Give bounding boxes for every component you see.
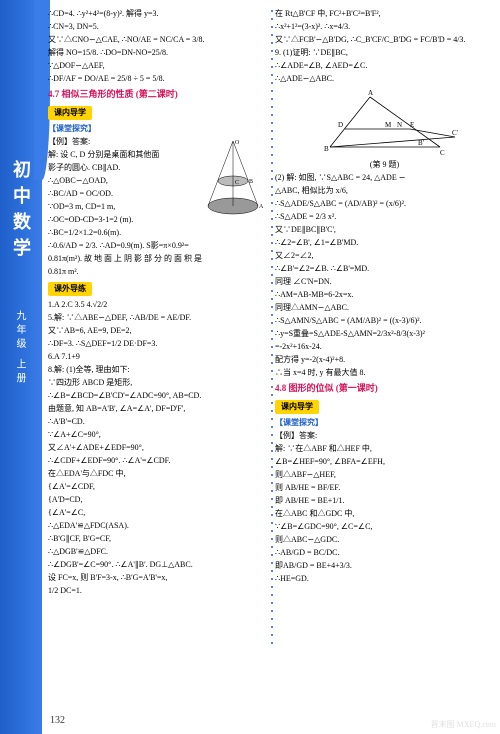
svg-text:M: M [385, 121, 392, 129]
text-line: 又∵DE∥BC∥B'C', [275, 224, 494, 236]
sidebar: 初中数学 九年级 上册 [0, 0, 42, 734]
text-line: 6.A 7.1+9 [48, 351, 267, 363]
text-line: 5.解: ∵△ABE∽△DEF, ∴AB/DE = AE/DF. [48, 312, 267, 324]
text-line: =-2x²+16x-24. [275, 341, 494, 353]
text-line: 又∵△FCB'∽△B'DG, ∴C_B'CF/C_B'DG = FC/B'D =… [275, 34, 494, 46]
text-line: (2) 解: 如图, ∵S△ABC = 24, △ADE ∽ [275, 172, 494, 184]
watermark: 晋末图 MXEQ.com [431, 719, 496, 730]
text-line: ∠B=∠HEF=90°, ∠BFA=∠EFH, [275, 456, 494, 468]
text-line: ∴BC=1/2×1.2=0.6(m). [48, 227, 267, 239]
text-line: ∴S△AMN/S△ABC = (AM/AB)² = ((x-3)/6)². [275, 315, 494, 327]
page-number: 132 [50, 715, 65, 726]
text-line: 又∵AB=6, AE=9, DE=2, [48, 325, 267, 337]
svg-text:C: C [440, 149, 445, 157]
svg-text:C: C [235, 180, 239, 186]
text-line: 同理 ∠C'N=DN. [275, 276, 494, 288]
sidebar-subtitle: 九年级 上册 [12, 310, 27, 387]
text-line: 由题意, 知 AB=A'B', ∠A=∠A', DF=D'F', [48, 403, 267, 415]
text-line: ∴∠2=∠B', ∠1=∠B'MD. [275, 237, 494, 249]
subsection: 【课堂探究】 [275, 417, 494, 429]
text-line: ∴AB/GD = BC/DC. [275, 547, 494, 559]
text-line: ∵∠A+∠C=90°, [48, 429, 267, 441]
text-line: 又∵△CNO∽△CAE, ∴NO/AE = NC/CA = 3/8. [48, 34, 267, 46]
text-line: 解得 NO=15/8. ∴DO=DN-NO=25/8. [48, 47, 267, 59]
text-line: 在△EDA'与△FDC 中, [48, 468, 267, 480]
text-line: 配方得 y=-2(x-4)²+8. [275, 354, 494, 366]
lesson-tag: 课内导学 [275, 400, 319, 414]
text-line: ∴A'B'=CD. [48, 416, 267, 428]
text-line: ∴DF=3. ∴S△DEF=1/2 DE·DF=3. [48, 338, 267, 350]
svg-text:C': C' [452, 129, 458, 137]
svg-text:D: D [338, 121, 343, 129]
practice-tag: 课外导练 [48, 282, 92, 296]
svg-text:E: E [410, 121, 414, 129]
text-line: ∴△EDA'≌△FDC(ASA). [48, 520, 267, 532]
text-line: ∵四边形 ABCD 是矩形, [48, 377, 267, 389]
text-line: ∴CD=4. ∴y²+4²=(8-y)². 解得 y=3. [48, 8, 267, 20]
column-divider: for(let i=0;i<80;i++)document.write('<di… [271, 10, 273, 694]
text-line: ∴∠B=∠BCD=∠B'CD'=∠ADC=90°, AB=CD. [48, 390, 267, 402]
text-line: 1.A 2.C 3.5 4.√2/2 [48, 299, 267, 311]
lesson-tag: 课内导学 [48, 106, 92, 120]
section-title: 4.8 图形的位似 (第一课时) [275, 382, 494, 396]
text-line: 1/2 DC=1. [48, 585, 267, 597]
right-column: 在 Rt△B'CF 中, FC²+B'C²=B'F², ∴x²+1²=(3-x)… [275, 8, 494, 726]
text-line: 在△ABC 和△GDC 中, [275, 508, 494, 520]
text-line: {∠A'=∠C, [48, 507, 267, 519]
text-line: 即AB/GD = BE+4+3/3. [275, 560, 494, 572]
cone-diagram: O B C A [203, 136, 263, 216]
text-line: 0.81π m². [48, 266, 267, 278]
text-line: 又∠2=∠2, [275, 250, 494, 262]
subsection: 【课堂探究】 [48, 123, 267, 135]
text-line: 同理△AMN∽△ABC. [275, 302, 494, 314]
text-line: ∴x²+1²=(3-x)². ∴x=4/3. [275, 21, 494, 33]
text-line: ∴△DGB'≌△DFC. [48, 546, 267, 558]
text-line: ∴HE=GD. [275, 573, 494, 585]
text-line: 则 AB/HE = BF/EF. [275, 482, 494, 494]
text-line: ∴B'G∥CF, B'G=CF, [48, 533, 267, 545]
text-line: ∴∠ADE=∠B, ∠AED=∠C. [275, 60, 494, 72]
text-line: ∴y=S重叠=S△ADE-S△AMN=2/3x²-8/3(x-3)² [275, 328, 494, 340]
text-line: 设 FC=x, 则 B'F=3-x, ∴B'G=A'B'=x, [48, 572, 267, 584]
svg-text:A: A [368, 89, 373, 97]
content-area: for(let i=0;i<80;i++)document.write('<di… [42, 0, 500, 734]
text-line: 9. (1)证明: ∵DE∥BC, [275, 47, 494, 59]
text-line: ∴△ADE∽△ABC. [275, 73, 494, 85]
svg-text:N: N [397, 121, 402, 129]
svg-text:O: O [235, 140, 240, 146]
text-line: ∴∠B'=∠2=∠B. ∴∠B'=MD. [275, 263, 494, 275]
text-line: ∵∠B=∠GDC=90°, ∠C=∠C, [275, 521, 494, 533]
text-line: 解: ∵在△ABF 和△HEF 中, [275, 443, 494, 455]
section-title: 4.7 相似三角形的性质 (第二课时) [48, 88, 267, 102]
text-line: 又∠A'+∠ADE+∠EDF=90°, [48, 442, 267, 454]
text-line: ∴0.6/AD = 2/3. ∴AD=0.9(m). S影=π×0.9²= [48, 240, 267, 252]
text-line: 8.解: (1)全等, 理由如下: [48, 364, 267, 376]
svg-text:B: B [249, 179, 253, 185]
svg-text:B: B [324, 145, 329, 153]
text-line: ∴∠DGB'=∠C=90°. ∴∠A'∥B'. DG⊥△ABC. [48, 559, 267, 571]
text-line: △ABC, 相似比为 x/6, [275, 185, 494, 197]
triangle-diagram: A B D M N E C C' B' [310, 87, 460, 157]
text-line: 即 AB/HE = BE+1/1. [275, 495, 494, 507]
text-line: 则△ABF∽△HEF, [275, 469, 494, 481]
text-line: 在 Rt△B'CF 中, FC²+B'C²=B'F², [275, 8, 494, 20]
text-line: ∵△DOF∽△AEF, [48, 60, 267, 72]
text-line: ∴CN=3, DN=5. [48, 21, 267, 33]
text-line: 则△ABC∽△GDC. [275, 534, 494, 546]
text-line: ∴DF/AF = DO/AE = 25/8 ÷ 5 = 5/8. [48, 73, 267, 85]
text-line: {A'D=CD, [48, 494, 267, 506]
text-line: ∴S△ADE/S△ABC = (AD/AB)² = (x/6)². [275, 198, 494, 210]
left-column: ∴CD=4. ∴y²+4²=(8-y)². 解得 y=3. ∴CN=3, DN=… [48, 8, 267, 726]
figure-caption: (第 9 题) [275, 159, 494, 171]
example-label: 【例】答案: [275, 430, 494, 442]
text-line: ∴当 x=4 时, y 有最大值 8. [275, 367, 494, 379]
text-line: {∠A'=∠CDF, [48, 481, 267, 493]
text-line: ∴∠CDF+∠EDF=90°. ∴∠A'=∠CDF. [48, 455, 267, 467]
sidebar-title: 初中数学 [8, 160, 34, 264]
svg-text:A: A [259, 204, 263, 210]
text-line: ∴AM=AB-MB=6-2x=x. [275, 289, 494, 301]
svg-text:B': B' [418, 139, 424, 147]
text-line: 0.81π(m²). 故 地 面 上 阴 影 部 分 的 面 积 是 [48, 253, 267, 265]
text-line: ∴S△ADE = 2/3 x². [275, 211, 494, 223]
